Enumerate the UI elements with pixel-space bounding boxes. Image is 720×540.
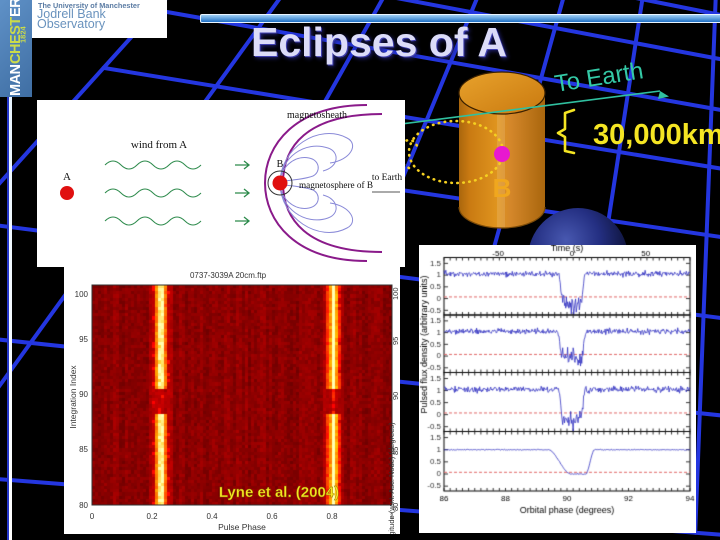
svg-text:0: 0 — [90, 512, 95, 521]
svg-text:30,000km: 30,000km — [593, 119, 720, 151]
svg-text:100: 100 — [391, 287, 400, 300]
svg-text:0.8: 0.8 — [326, 512, 338, 521]
svg-text:95: 95 — [391, 337, 400, 345]
svg-text:A: A — [63, 171, 71, 183]
svg-text:0.4: 0.4 — [206, 512, 218, 521]
svg-text:magnetosphere of B: magnetosphere of B — [299, 180, 373, 190]
svg-text:90: 90 — [391, 392, 400, 400]
svg-text:90: 90 — [79, 390, 88, 399]
svg-text:Integration Index: Integration Index — [68, 365, 78, 429]
svg-text:to Earth: to Earth — [372, 173, 403, 183]
svg-text:magnetosheath: magnetosheath — [287, 110, 347, 121]
svg-text:Lyne et al. (2004): Lyne et al. (2004) — [219, 484, 339, 501]
svg-text:Binary Longitude (w.r.t. Asc.: Binary Longitude (w.r.t. Asc. Node) (deg… — [387, 422, 396, 534]
svg-text:0.6: 0.6 — [266, 512, 278, 521]
svg-text:B: B — [277, 159, 284, 170]
svg-text:wind from A: wind from A — [131, 139, 187, 151]
svg-text:95: 95 — [79, 335, 88, 344]
svg-text:0.2: 0.2 — [146, 512, 158, 521]
svg-text:85: 85 — [79, 445, 88, 454]
svg-text:B: B — [493, 173, 512, 203]
svg-text:100: 100 — [75, 290, 89, 299]
svg-text:0737-3039A 20cm.ftp: 0737-3039A 20cm.ftp — [190, 271, 267, 280]
svg-text:Pulse Phase: Pulse Phase — [218, 522, 266, 532]
svg-text:80: 80 — [79, 501, 88, 510]
